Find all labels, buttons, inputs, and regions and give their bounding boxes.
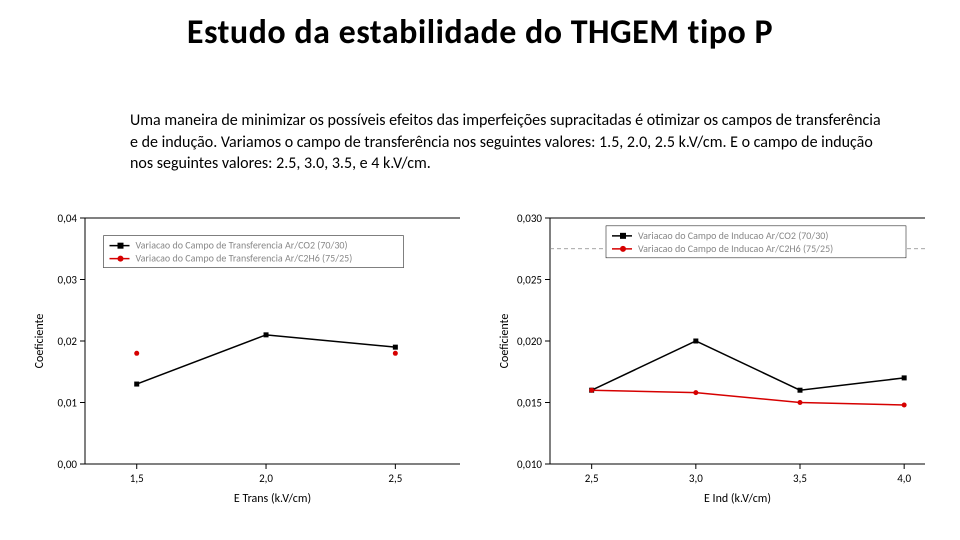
svg-text:1,5: 1,5 (130, 472, 144, 485)
svg-text:Variacao do Campo de Transfere: Variacao do Campo de Transferencia Ar/C2… (136, 252, 353, 265)
svg-text:0,00: 0,00 (58, 458, 78, 471)
svg-text:3,5: 3,5 (793, 472, 807, 485)
svg-text:Variacao do Campo de Inducao A: Variacao do Campo de Inducao Ar/CO2 (70/… (638, 229, 828, 242)
svg-text:2,5: 2,5 (585, 472, 599, 485)
x-axis-label: E Trans (k.V/cm) (234, 492, 311, 506)
y-axis-label: Coeficiente (33, 314, 47, 369)
svg-text:Variacao do Campo de Transfere: Variacao do Campo de Transferencia Ar/CO… (136, 239, 348, 252)
svg-text:0,03: 0,03 (58, 274, 78, 287)
charts-row: 0,00 0,01 0,02 0,03 0,04 1,5 2,0 2,5 Coeficiente… (25, 210, 935, 510)
svg-text:2,0: 2,0 (259, 472, 273, 485)
slide: Estudo da estabilidade do THGEM tipo P U… (0, 0, 960, 540)
x-axis-label: E Ind (k.V/cm) (704, 492, 771, 506)
svg-text:0,020: 0,020 (517, 335, 542, 348)
svg-text:4,0: 4,0 (897, 472, 911, 485)
svg-text:0,025: 0,025 (517, 274, 542, 287)
chart-left: 0,00 0,01 0,02 0,03 0,04 1,5 2,0 2,5 Coeficiente… (25, 210, 470, 510)
body-paragraph: Uma maneira de minimizar os possíveis ef… (130, 110, 890, 175)
page-title: Estudo da estabilidade do THGEM tipo P (0, 12, 960, 53)
svg-text:2,5: 2,5 (388, 472, 402, 485)
svg-text:3,0: 3,0 (689, 472, 703, 485)
svg-text:Variacao do Campo de Inducao A: Variacao do Campo de Inducao Ar/C2H6 (75… (638, 242, 833, 255)
chart-right: 0,010 0,015 0,020 0,025 0,030 2,5 3,0 3,5 4,0 Coe… (490, 210, 935, 510)
y-axis-label: Coeficiente (498, 314, 512, 369)
svg-text:0,015: 0,015 (517, 397, 542, 410)
svg-text:0,04: 0,04 (58, 212, 78, 225)
svg-text:0,030: 0,030 (517, 212, 542, 225)
svg-text:0,01: 0,01 (58, 397, 78, 410)
svg-text:0,02: 0,02 (58, 335, 78, 348)
svg-text:0,010: 0,010 (517, 458, 542, 471)
